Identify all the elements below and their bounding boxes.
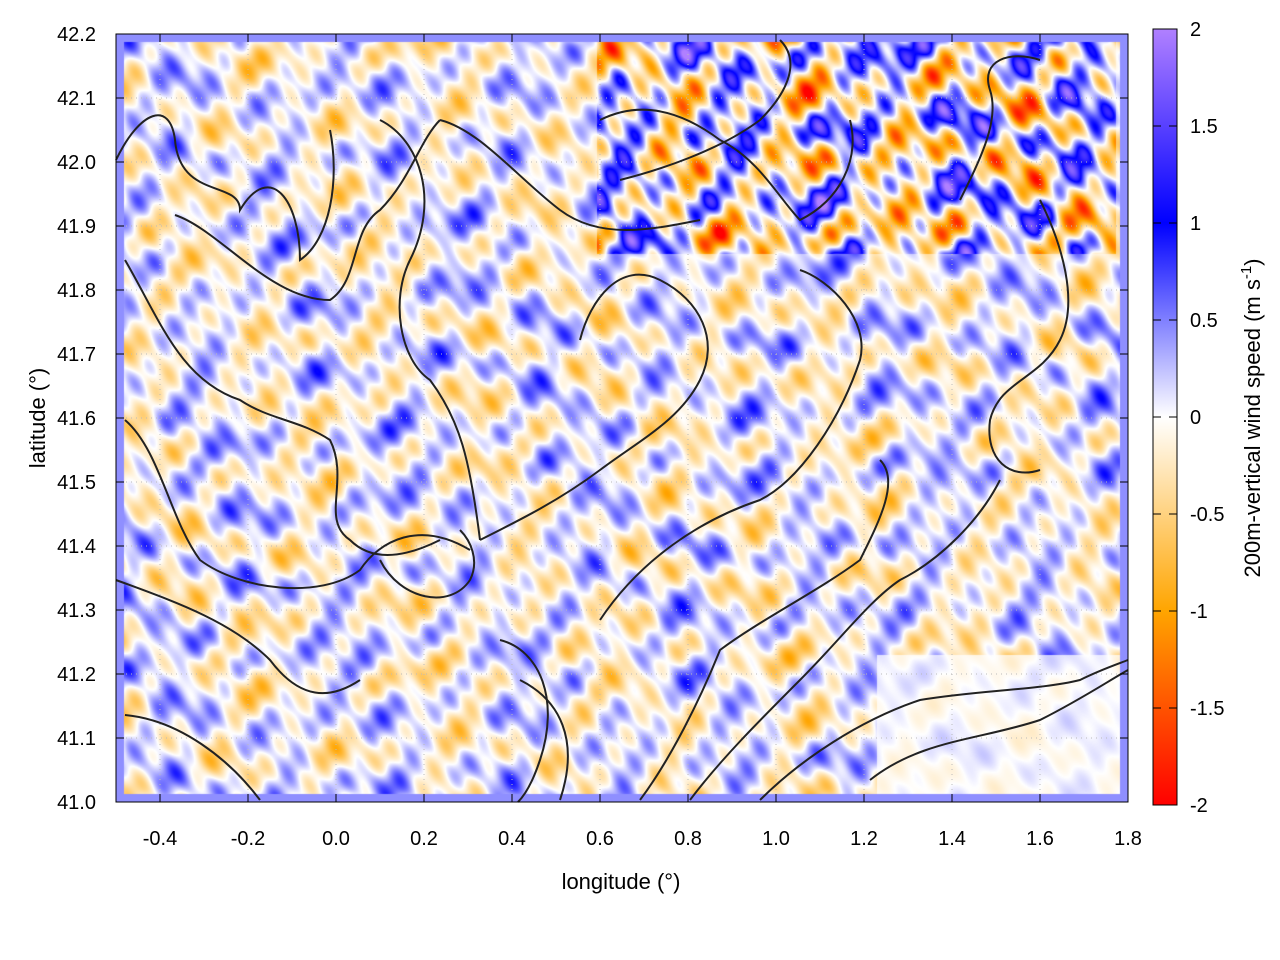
contour-line (599, 269, 863, 621)
contour-line (124, 714, 261, 801)
contour-line (499, 639, 549, 803)
y-tick-label: 41.8 (57, 280, 96, 302)
contour-line (869, 669, 1129, 781)
contour-line (379, 529, 476, 599)
colorbar-tick-label: -1.5 (1190, 698, 1224, 720)
x-tick-label: 0.6 (586, 828, 614, 850)
contour-line (519, 679, 569, 801)
y-tick-label: 41.5 (57, 472, 96, 494)
contour-line (639, 459, 890, 801)
y-tick-label: 42.0 (57, 152, 96, 174)
y-tick-label: 42.1 (57, 88, 96, 110)
y-tick-label: 41.1 (57, 728, 96, 750)
x-tick-label: -0.2 (231, 828, 265, 850)
colorbar-tick-label: -2 (1190, 795, 1208, 817)
contour-line (379, 119, 481, 541)
x-tick-label: 1.0 (762, 828, 790, 850)
x-tick-label: -0.4 (143, 828, 177, 850)
axis-ticks: -0.4 -0.2 0.0 0.2 0.4 0.6 0.8 1.0 1.2 1.4 1.6 1.8 41… (57, 24, 1142, 850)
y-axis-label: latitude (°) (25, 368, 50, 469)
contour-line (959, 55, 1041, 201)
colorbar-tick-label: -0.5 (1190, 504, 1224, 526)
y-tick-label: 41.3 (57, 600, 96, 622)
contour-line (115, 114, 335, 262)
colorbar-tick-label: 1 (1190, 213, 1201, 235)
contour-line (599, 108, 854, 222)
x-tick-label: 0.4 (498, 828, 526, 850)
contour-line (479, 273, 709, 541)
contour-line (759, 659, 1129, 801)
contour-lines (115, 39, 1129, 803)
y-tick-label: 41.6 (57, 408, 96, 430)
x-tick-label: 0.2 (410, 828, 438, 850)
contour-line (439, 119, 701, 231)
x-tick-label: 1.4 (938, 828, 966, 850)
x-tick-label: 0.8 (674, 828, 702, 850)
contour-line (689, 479, 1001, 801)
y-tick-label: 41.4 (57, 536, 96, 558)
colorbar-ticks: 2 1.5 1 0.5 0 -0.5 -1 -1.5 -2 (1153, 19, 1224, 817)
y-tick-label: 42.2 (57, 24, 96, 46)
y-tick-label: 41.9 (57, 216, 96, 238)
x-tick-label: 1.8 (1114, 828, 1142, 850)
colorbar-tick-label: 0.5 (1190, 310, 1218, 332)
x-tick-label: 1.6 (1026, 828, 1054, 850)
colorbar-tick-label: -1 (1190, 601, 1208, 623)
colorbar-tick-label: 1.5 (1190, 116, 1218, 138)
contour-line (115, 579, 361, 694)
y-tick-label: 41.7 (57, 344, 96, 366)
colorbar-label: 200m-vertical wind speed (m s-1) (1238, 258, 1265, 577)
colorbar-tick-label: 0 (1190, 407, 1201, 429)
y-tick-label: 41.0 (57, 792, 96, 814)
contour-line (174, 119, 441, 302)
contour-line (124, 419, 471, 590)
contour-line (619, 39, 792, 181)
contour-line (124, 259, 441, 556)
x-tick-label: 1.2 (850, 828, 878, 850)
colorbar-tick-label: 2 (1190, 19, 1201, 41)
x-axis-label: longitude (°) (562, 869, 681, 894)
contour-line (988, 199, 1070, 474)
y-tick-label: 41.2 (57, 664, 96, 686)
x-tick-label: 0.0 (322, 828, 350, 850)
